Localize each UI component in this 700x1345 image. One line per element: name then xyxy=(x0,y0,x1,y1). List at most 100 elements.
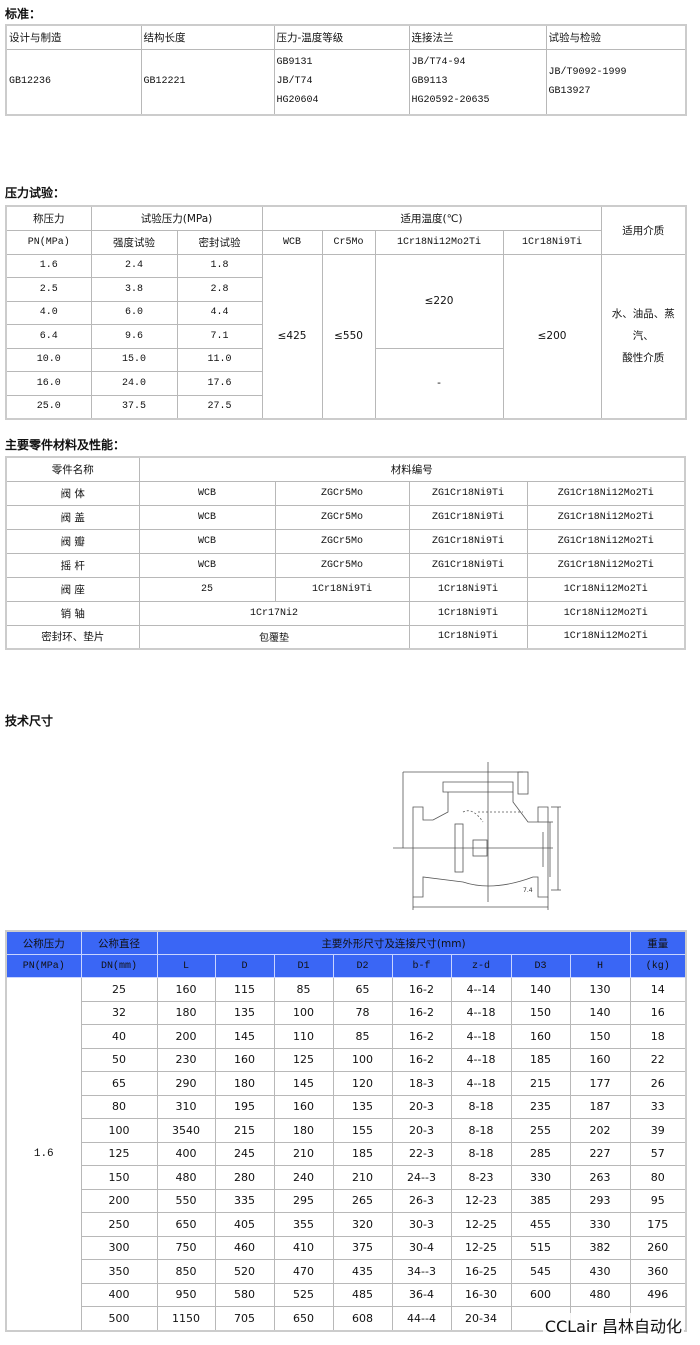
cell: 290 xyxy=(156,1071,216,1096)
table-row: 200 550 335 295 265 26-3 12-23 385 293 95 xyxy=(6,1188,687,1213)
cell: 355 xyxy=(273,1212,334,1237)
cell: 180 xyxy=(214,1071,275,1096)
cell: 16.0 xyxy=(5,371,92,396)
table-row: 16.0 24.0 17.6 xyxy=(5,371,686,396)
h-wcb: WCB xyxy=(261,229,323,255)
cell: 27.5 xyxy=(176,394,263,419)
dimensions-title: 技术尺寸 xyxy=(5,714,54,728)
cell: 125 xyxy=(80,1141,158,1166)
material-cell: WCB xyxy=(138,504,276,530)
cell: 130 xyxy=(569,977,631,1002)
material-cell: 1Cr18Ni12Mo2Ti xyxy=(526,576,686,602)
cell: 155 xyxy=(332,1118,393,1143)
material-cell: 1Cr18Ni12Mo2Ti xyxy=(526,624,686,650)
cell: 260 xyxy=(629,1235,687,1260)
medium: 水、油品、蒸汽、 酸性介质 xyxy=(600,253,687,419)
material-cell: ZG1Cr18Ni9Ti xyxy=(408,504,528,530)
table-row: 125 400 245 210 185 22-3 8-18 285 227 57 xyxy=(6,1141,687,1166)
cell: 285 xyxy=(510,1141,571,1166)
cell: 950 xyxy=(156,1282,216,1307)
cell: 705 xyxy=(214,1306,275,1331)
table-row: 32 180 135 100 78 16-2 4--18 150 140 16 xyxy=(6,1000,687,1025)
cell: 32 xyxy=(80,1000,158,1025)
cell: 245 xyxy=(214,1141,275,1166)
material-cell: ZG1Cr18Ni9Ti xyxy=(408,552,528,578)
cell: 185 xyxy=(510,1047,571,1072)
cell: 2.4 xyxy=(90,253,178,278)
cell: 230 xyxy=(156,1047,216,1072)
cell: 95 xyxy=(629,1188,687,1213)
cell: 215 xyxy=(510,1071,571,1096)
cell: 187 xyxy=(569,1094,631,1119)
col-header: z-d xyxy=(450,954,512,978)
cell: 160 xyxy=(214,1047,275,1072)
material-cell: ZG1Cr18Ni12Mo2Ti xyxy=(526,552,686,578)
table-row: 1.6 2.4 1.8 ≤425 ≤550 ≤220 ≤200 水、油品、蒸汽、 酸性介质 xyxy=(5,253,687,419)
cell: 580 xyxy=(214,1282,275,1307)
cell: 255 xyxy=(510,1118,571,1143)
cell: 240 xyxy=(273,1165,334,1190)
part-name: 阀 座 xyxy=(5,576,140,602)
cell: 16-25 xyxy=(450,1259,512,1284)
part-name: 销 轴 xyxy=(5,600,140,626)
cell: 22-3 xyxy=(391,1141,452,1166)
cell: 650 xyxy=(273,1306,334,1331)
cell: 8-18 xyxy=(450,1141,512,1166)
cell: 57 xyxy=(629,1141,687,1166)
h-dn-1: 公称直径 xyxy=(80,930,158,955)
table-row: 阀 盖 WCB ZGCr5Mo ZG1Cr18Ni9Ti ZG1Cr18Ni12Mo2T… xyxy=(5,504,686,530)
cell: 485 xyxy=(332,1282,393,1307)
cell: 250 xyxy=(80,1212,158,1237)
standards-title: 标准： xyxy=(5,7,42,21)
cell: 20-34 xyxy=(450,1306,512,1331)
h-pn-2: PN(MPa) xyxy=(5,229,92,255)
cell: 180 xyxy=(273,1118,334,1143)
cell: 180 xyxy=(156,1000,216,1025)
cell: 34--3 xyxy=(391,1259,452,1284)
material-cell: 包覆垫 xyxy=(138,624,410,650)
cell: 16-2 xyxy=(391,1047,452,1072)
h-ni9ti: 1Cr18Ni9Ti xyxy=(502,229,602,255)
cell: 410 xyxy=(273,1235,334,1260)
valve-drawing: 7.4 xyxy=(393,762,561,910)
materials-title: 主要零件材料及性能： xyxy=(5,438,126,452)
col-header: D1 xyxy=(273,954,334,978)
cell: 30-3 xyxy=(391,1212,452,1237)
h-cr5mo: Cr5Mo xyxy=(321,229,376,255)
cell: 150 xyxy=(510,1000,571,1025)
cell: 295 xyxy=(273,1188,334,1213)
h-weight-2: (kg) xyxy=(629,954,687,978)
cell: 20-3 xyxy=(391,1094,452,1119)
cell: 115 xyxy=(214,977,275,1002)
standards-table: 设计与制造 结构长度 压力-温度等级 连接法兰 试验与检验 GB12236 GB… xyxy=(5,24,687,116)
materials-table: 零件名称 材料编号 阀 体 WCB ZGCr5Mo ZG1Cr18Ni9Ti ZG1Cr… xyxy=(5,456,686,650)
table-row: 25.0 37.5 27.5 xyxy=(5,394,686,419)
table-row: 350 850 520 470 435 34--3 16-25 545 430 360 xyxy=(6,1259,687,1284)
cell: 385 xyxy=(510,1188,571,1213)
pressure-test-title: 压力试验： xyxy=(5,186,66,200)
cell: 195 xyxy=(214,1094,275,1119)
material-cell: WCB xyxy=(138,528,276,554)
cell: 215 xyxy=(214,1118,275,1143)
cell: 382 xyxy=(569,1235,631,1260)
h-test-pressure: 试验压力(MPa) xyxy=(90,205,263,231)
table-row: 阀 瓣 WCB ZGCr5Mo ZG1Cr18Ni9Ti ZG1Cr18Ni12Mo2T… xyxy=(5,528,686,554)
h-main-dims: 主要外形尺寸及连接尺寸(mm) xyxy=(156,930,631,955)
cell: 160 xyxy=(156,977,216,1002)
cell: 520 xyxy=(214,1259,275,1284)
h-dn-2: DN(mm) xyxy=(80,954,158,978)
h-temperature: 适用温度(℃) xyxy=(261,205,602,231)
cell: 650 xyxy=(156,1212,216,1237)
cell: 145 xyxy=(273,1071,334,1096)
header-pressure-temp: 压力-温度等级 xyxy=(273,24,410,50)
material-cell: WCB xyxy=(138,552,276,578)
cell: 280 xyxy=(214,1165,275,1190)
cell: 33 xyxy=(629,1094,687,1119)
table-row: 300 750 460 410 375 30-4 12-25 515 382 260 xyxy=(6,1235,687,1260)
material-cell: ZGCr5Mo xyxy=(274,504,410,530)
cell: 8-23 xyxy=(450,1165,512,1190)
material-cell: ZGCr5Mo xyxy=(274,480,410,506)
table-row: 4.0 6.0 4.4 xyxy=(5,300,686,325)
table-row: 1.6 25 160 115 85 65 16-2 4--14 140 130 14 xyxy=(5,977,687,1331)
cell: 22 xyxy=(629,1047,687,1072)
